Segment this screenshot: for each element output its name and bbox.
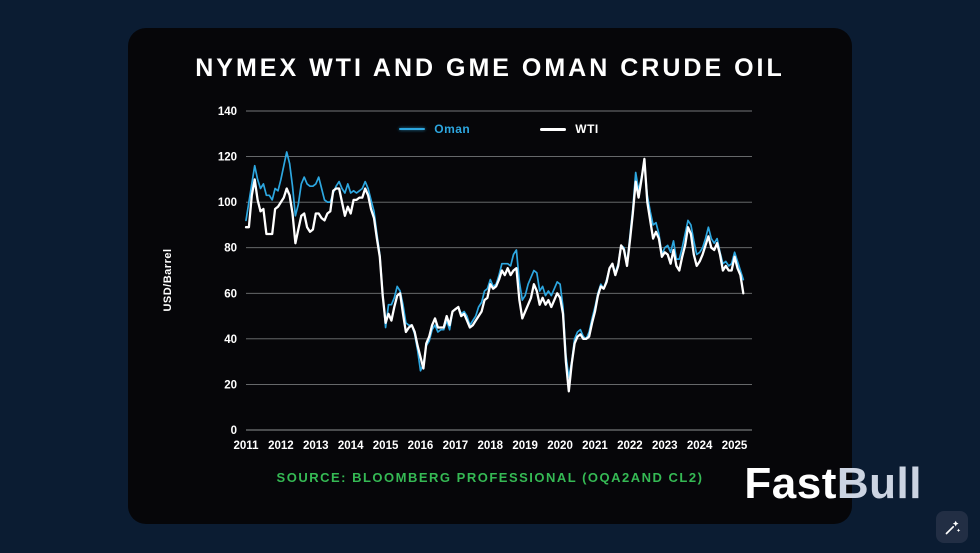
- y-tick-label: 60: [224, 288, 237, 300]
- legend-label-oman: Oman: [434, 122, 471, 136]
- chart-title: NYMEX WTI AND GME OMAN CRUDE OIL: [195, 54, 785, 82]
- source-note: SOURCE: BLOOMBERG PROFESSIONAL (OQA2AND …: [276, 470, 704, 485]
- oman-line-sample-icon: [399, 128, 426, 130]
- fastbull-logo: FastBull: [744, 462, 922, 506]
- legend-item-wti: WTI: [540, 122, 599, 136]
- x-tick-label: 2012: [268, 440, 294, 452]
- y-tick-label: 140: [218, 106, 237, 118]
- x-tick-label: 2024: [687, 440, 713, 452]
- series-line-wti: [244, 157, 745, 393]
- y-tick-label: 100: [218, 197, 237, 209]
- x-tick-label: 2020: [547, 440, 573, 452]
- y-tick-label: 80: [224, 243, 237, 255]
- logo-fast: Fast: [744, 459, 837, 508]
- x-tick-label: 2022: [617, 440, 643, 452]
- magic-wand-icon: [945, 520, 960, 534]
- x-tick-label: 2021: [582, 440, 608, 452]
- series-line-oman: [245, 151, 745, 379]
- x-tick-label: 2023: [652, 440, 678, 452]
- x-tick-label: 2018: [477, 440, 503, 452]
- wti-line-sample-icon: [540, 127, 567, 131]
- legend-item-oman: Oman: [399, 122, 470, 136]
- x-tick-label: 2025: [722, 440, 748, 452]
- legend-label-wti: WTI: [575, 122, 599, 136]
- x-tick-label: 2019: [512, 440, 538, 452]
- logo-bull: Bull: [836, 459, 922, 508]
- chart-card: NYMEX WTI AND GME OMAN CRUDE OIL Oman WT…: [128, 28, 852, 524]
- x-tick-label: 2017: [443, 440, 469, 452]
- y-tick-label: 0: [231, 425, 237, 437]
- y-tick-label: 20: [224, 379, 237, 391]
- x-tick-label: 2011: [234, 440, 260, 452]
- x-tick-label: 2016: [408, 440, 434, 452]
- x-tick-label: 2013: [303, 440, 329, 452]
- y-tick-label: 120: [218, 152, 237, 164]
- chart-legend: Oman WTI: [246, 122, 752, 136]
- x-tick-label: 2015: [373, 440, 399, 452]
- x-tick-label: 2014: [338, 440, 364, 452]
- y-tick-label: 40: [224, 334, 237, 346]
- magic-wand-button[interactable]: [936, 511, 968, 543]
- y-axis-title: USD/Barrel: [162, 248, 174, 312]
- chart-svg: 0 20 40 60 80 100 120 140 2011 2012 2013 2014 2015 20…: [218, 106, 752, 452]
